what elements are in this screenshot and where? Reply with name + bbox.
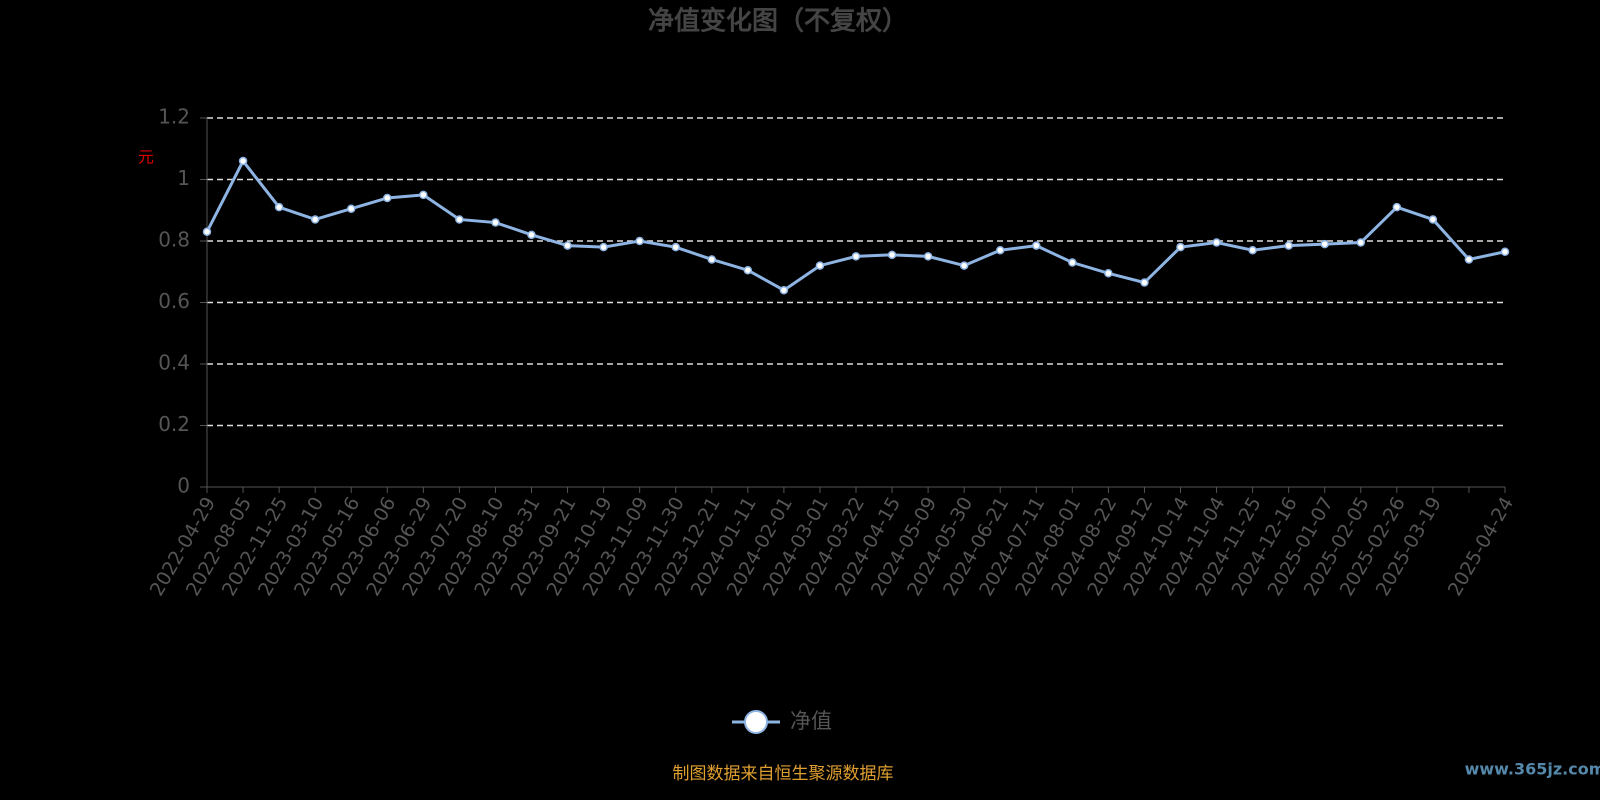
point — [1356, 238, 1366, 247]
point — [959, 261, 969, 270]
point — [346, 204, 356, 213]
y-tick-label: 0 — [177, 474, 190, 498]
point — [851, 252, 861, 261]
footer: 制图数据来自恒生聚源数据库 — [673, 764, 894, 784]
point — [491, 218, 500, 227]
point — [455, 215, 464, 224]
y-tick-label: 1 — [177, 166, 190, 190]
y-tick-label: 0.6 — [158, 289, 190, 313]
chart-title: 净值变化图（不复权） — [648, 6, 908, 37]
y-tick-label: 0.2 — [158, 412, 190, 436]
point — [419, 190, 428, 200]
point — [887, 250, 897, 260]
point — [815, 261, 825, 270]
point — [599, 242, 608, 252]
watermark: www.365jz.com — [1465, 760, 1600, 779]
point — [743, 265, 753, 275]
point — [1500, 247, 1510, 257]
point — [635, 236, 644, 246]
point — [1212, 238, 1221, 247]
point — [1392, 202, 1402, 212]
y-tick-label: 0.8 — [158, 228, 190, 252]
legend-marker — [744, 710, 768, 734]
y-tick-label: 1.2 — [158, 105, 190, 129]
point — [238, 156, 248, 166]
point — [1176, 242, 1185, 252]
point — [202, 227, 212, 237]
point — [1464, 255, 1474, 264]
point — [1320, 239, 1329, 249]
point — [1032, 241, 1041, 250]
point — [383, 193, 392, 203]
x-tick-label: 2025-04-24 — [1444, 493, 1518, 600]
point — [995, 245, 1005, 255]
point — [1104, 269, 1113, 278]
point — [1248, 245, 1257, 255]
point — [923, 252, 933, 261]
point — [1140, 278, 1149, 287]
point — [1068, 258, 1077, 267]
line — [205, 158, 1506, 292]
point — [1284, 241, 1293, 250]
point — [1428, 215, 1438, 224]
point — [274, 202, 284, 212]
point — [563, 241, 572, 250]
y-axis-label: 元 — [138, 148, 154, 167]
point — [707, 255, 717, 264]
y-tick-label: 0.4 — [158, 351, 190, 375]
point — [779, 285, 789, 295]
point — [527, 230, 536, 240]
legend-label: 净值 — [790, 709, 832, 733]
point — [310, 215, 320, 224]
point — [671, 242, 680, 252]
